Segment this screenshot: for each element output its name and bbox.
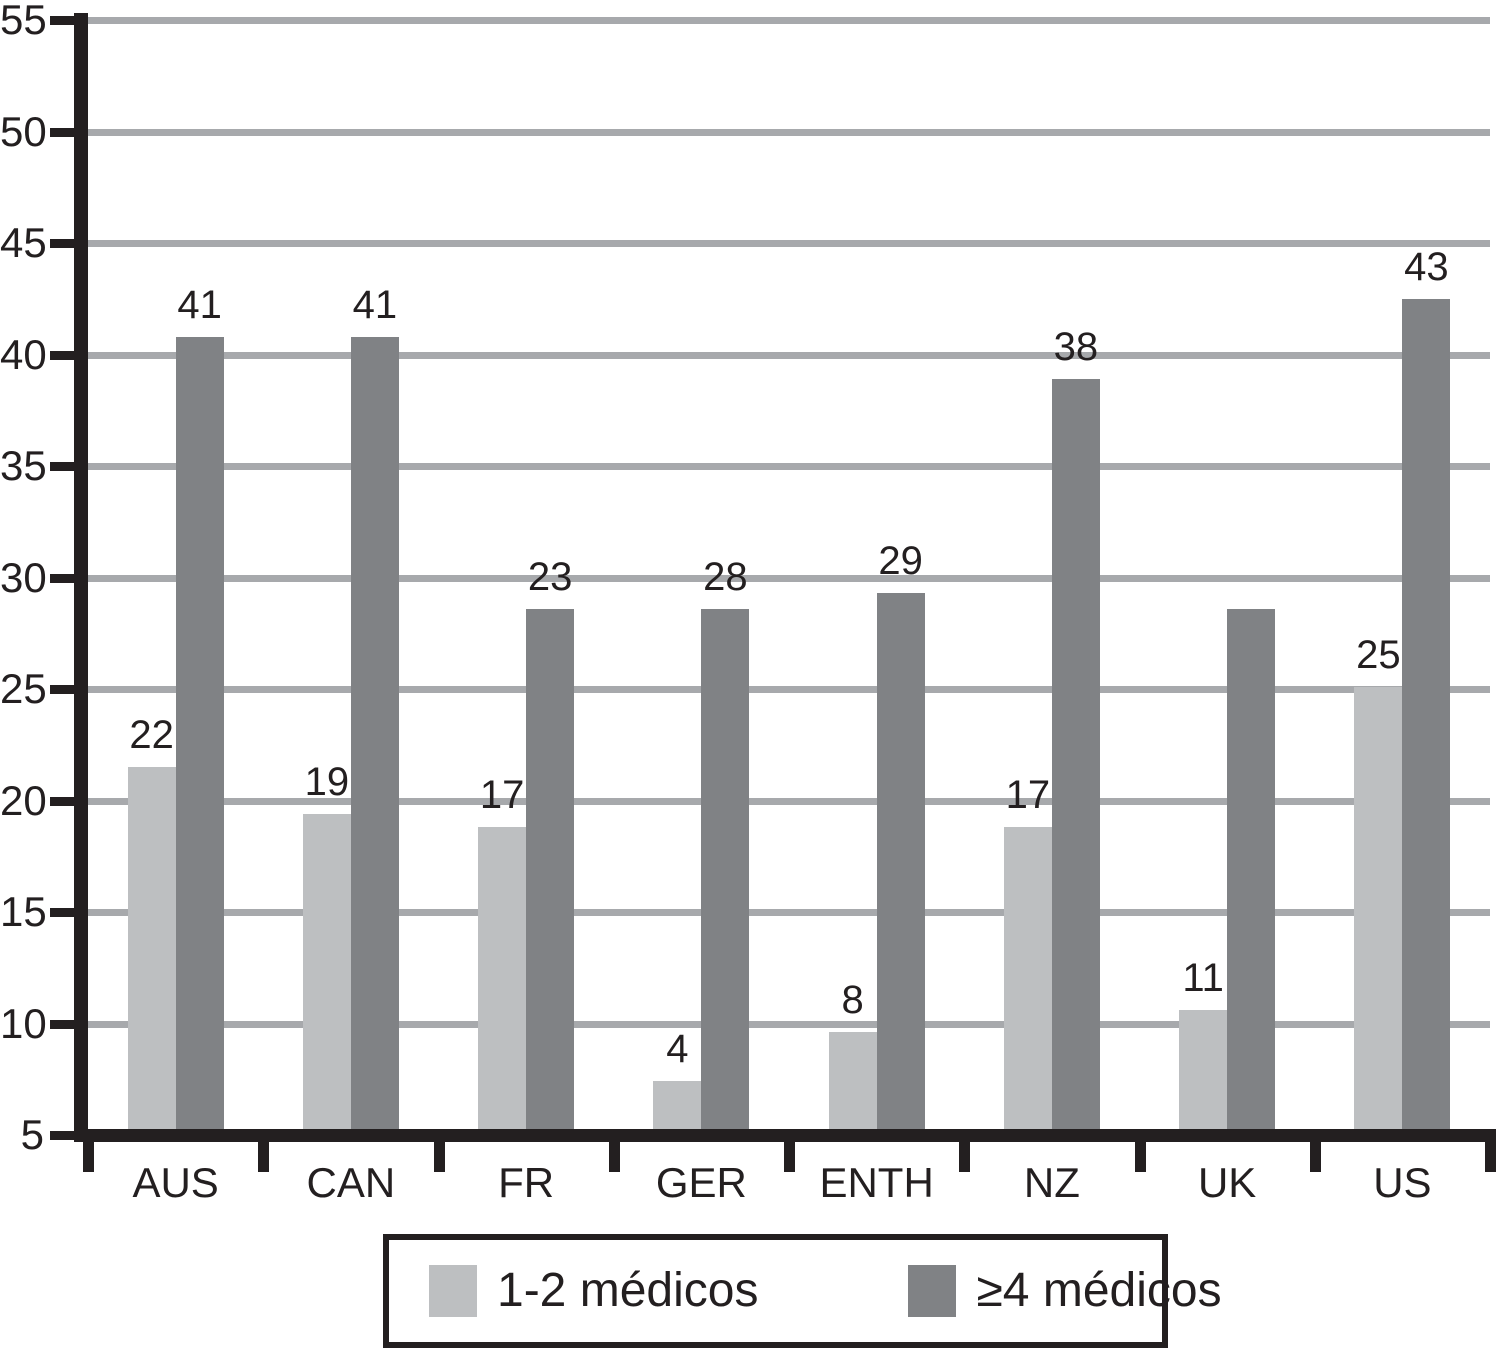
- bar-value-label-FR-series1: 23: [527, 554, 573, 599]
- y-axis-tick-35: [50, 462, 88, 471]
- x-axis-tick-2: [433, 1129, 445, 1172]
- bar-value-label-GER-series0: 4: [666, 1027, 689, 1072]
- y-axis-tick-label-15: 15: [0, 888, 47, 935]
- bar-value-label-ENTH-series1: 29: [878, 539, 923, 584]
- bar-NZ-series1: [1051, 379, 1100, 1137]
- y-axis-tick-15: [50, 908, 88, 917]
- legend-item-dark-series: ≥4 médicos: [908, 1264, 1222, 1317]
- x-axis-category-label-GER: GER: [655, 1159, 747, 1206]
- y-axis-tick-40: [50, 350, 88, 360]
- bar-FR-series0: [478, 827, 527, 1137]
- y-axis-tick-label-20: 20: [0, 776, 47, 824]
- bar-CAN-series1: [350, 336, 399, 1137]
- bar-NZ-series0: [1003, 827, 1052, 1137]
- bar-FR-series1: [526, 608, 575, 1137]
- x-axis-tick-6: [1134, 1129, 1146, 1172]
- gridline-15: [88, 909, 1490, 916]
- x-axis-tick-5: [959, 1129, 971, 1172]
- x-axis-category-label-US: US: [1373, 1159, 1432, 1206]
- bar-value-label-NZ-series0: 17: [1005, 773, 1051, 818]
- y-axis-tick-label-25: 25: [0, 665, 47, 712]
- y-axis-tick-label-40: 40: [0, 330, 47, 378]
- x-axis-category-label-ENTH: ENTH: [819, 1159, 934, 1206]
- bar-value-label-CAN-series0: 19: [304, 759, 350, 804]
- legend-item-light-series: 1-2 médicos: [429, 1265, 758, 1317]
- bar-AUS-series1: [175, 336, 224, 1137]
- x-axis-tick-0: [83, 1129, 94, 1172]
- x-axis-category-label-AUS: AUS: [132, 1159, 219, 1206]
- y-axis-tick-55: [50, 16, 88, 25]
- y-axis-tick-label-30: 30: [0, 553, 47, 601]
- bar-value-label-US-series1: 43: [1404, 244, 1449, 289]
- legend-label-light: 1-2 médicos: [497, 1264, 759, 1317]
- legend-label-dark: ≥4 médicos: [976, 1264, 1222, 1317]
- bar-UK-series0: [1179, 1010, 1228, 1137]
- bar-value-label-UK-series0: 11: [1182, 956, 1224, 1001]
- chart-legend: 1-2 médicos ≥4 médicos: [383, 1234, 1222, 1348]
- x-axis-tick-3: [608, 1129, 620, 1172]
- x-axis-tick-4: [784, 1129, 795, 1172]
- x-axis-category-label-UK: UK: [1197, 1159, 1257, 1206]
- y-axis-tick-label-55: 55: [0, 0, 47, 43]
- y-axis-tick-20: [50, 796, 88, 806]
- gridline-50: [88, 128, 1490, 136]
- gridline-40: [88, 351, 1490, 359]
- gridline-45: [88, 240, 1490, 247]
- x-axis-category-label-NZ: NZ: [1023, 1159, 1080, 1206]
- gridline-55: [88, 17, 1490, 24]
- y-axis-tick-10: [50, 1019, 88, 1029]
- x-axis-tick-1: [258, 1129, 270, 1172]
- x-axis-line: [74, 1129, 1493, 1142]
- gridline-20: [88, 797, 1490, 805]
- bar-AUS-series0: [127, 767, 176, 1137]
- x-axis-tick-7: [1309, 1129, 1321, 1172]
- x-axis-category-label-FR: FR: [498, 1159, 555, 1206]
- y-axis-tick-30: [50, 573, 88, 583]
- y-axis-line: [74, 13, 88, 1142]
- bar-ENTH-series0: [828, 1032, 877, 1137]
- bar-GER-series1: [701, 608, 750, 1137]
- bar-ENTH-series1: [876, 593, 925, 1137]
- gridline-30: [88, 574, 1490, 582]
- bar-value-label-AUS-series0: 22: [129, 713, 174, 758]
- legend-swatch-dark: [908, 1265, 957, 1317]
- bar-US-series1: [1402, 298, 1451, 1137]
- y-axis-tick-label-45: 45: [0, 219, 47, 266]
- bar-value-label-GER-series1: 28: [703, 554, 748, 599]
- bar-value-label-AUS-series1: 41: [177, 282, 222, 327]
- bar-GER-series0: [653, 1081, 702, 1137]
- bar-value-label-NZ-series1: 38: [1053, 325, 1099, 370]
- bar-CAN-series0: [302, 813, 351, 1137]
- y-axis-tick-label-5: 5: [20, 1111, 44, 1158]
- y-axis-tick-label-10: 10: [0, 999, 47, 1047]
- x-axis-tick-8: [1485, 1129, 1496, 1172]
- bar-US-series0: [1354, 686, 1403, 1137]
- bar-value-label-FR-series0: 17: [479, 773, 525, 818]
- y-axis-tick-5: [50, 1131, 88, 1140]
- bar-value-label-US-series0: 25: [1356, 632, 1401, 677]
- bar-value-label-CAN-series1: 41: [352, 282, 398, 327]
- gridline-10: [88, 1020, 1490, 1028]
- y-axis-tick-50: [50, 127, 88, 137]
- legend-swatch-light: [429, 1265, 477, 1317]
- gridline-25: [88, 686, 1490, 693]
- y-axis-tick-25: [50, 685, 88, 694]
- y-axis-tick-label-35: 35: [0, 442, 47, 489]
- y-axis-tick-label-50: 50: [0, 107, 47, 155]
- x-axis-category-label-CAN: CAN: [306, 1159, 396, 1206]
- gridline-35: [88, 463, 1490, 470]
- bar-value-label-ENTH-series0: 8: [841, 978, 864, 1023]
- bar-UK-series1: [1227, 608, 1276, 1137]
- y-axis-tick-45: [50, 239, 88, 248]
